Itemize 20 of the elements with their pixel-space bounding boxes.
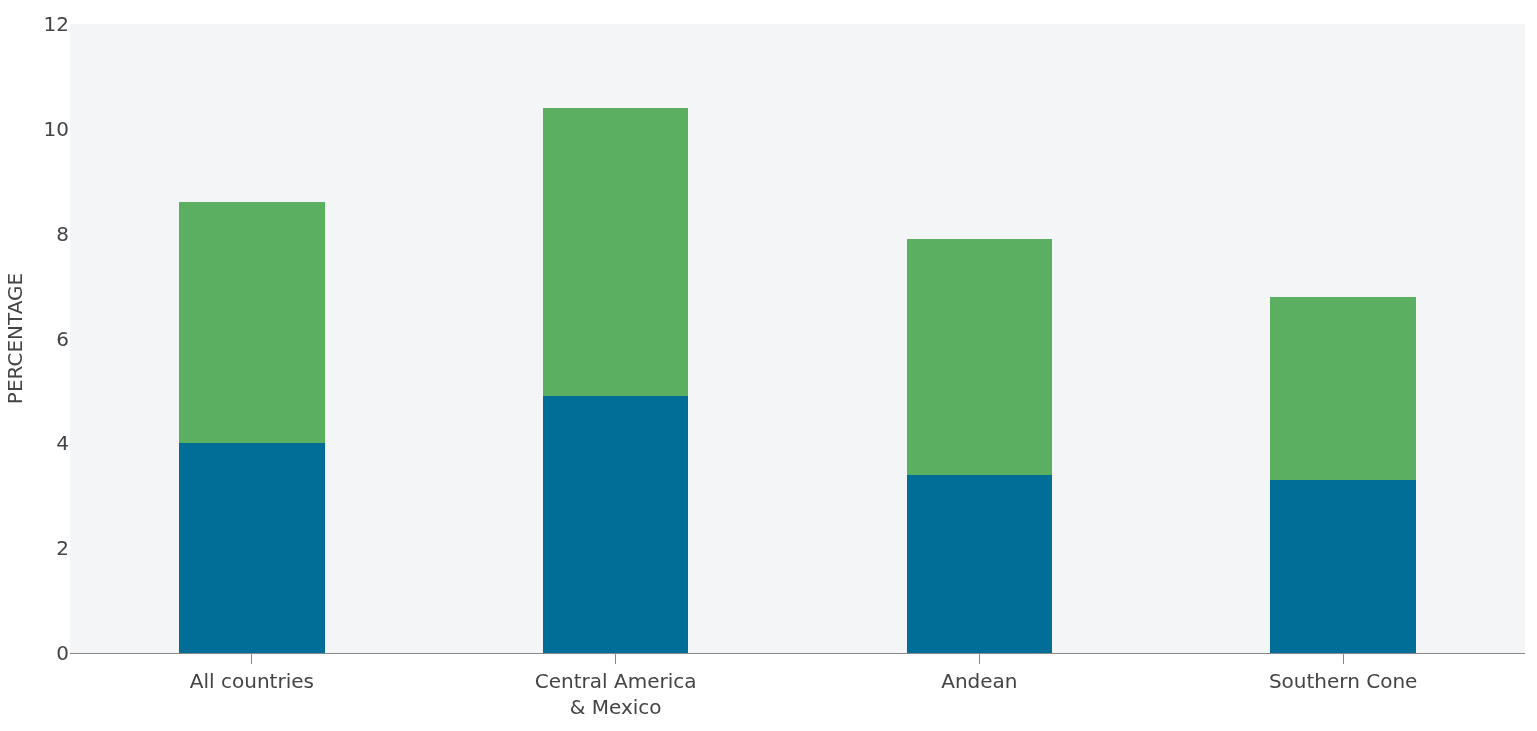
bar <box>179 202 325 444</box>
bar <box>179 443 325 653</box>
y-tick-label: 8 <box>56 221 69 246</box>
x-tick-label: Andean <box>941 669 1018 693</box>
y-tick-label: 12 <box>43 12 69 36</box>
bar <box>906 238 1053 475</box>
x-tick-label: Southern Cone <box>1268 669 1418 693</box>
y-tick-label: 6 <box>56 326 69 351</box>
x-tick-label: All countries <box>189 669 314 693</box>
x-tick-label: Central America & Mexico <box>534 669 697 719</box>
bar <box>542 107 689 397</box>
y-axis-title: PERCENTAGE <box>3 272 28 405</box>
y-tick-label: 2 <box>56 536 69 561</box>
y-tick-label: 10 <box>43 116 69 141</box>
y-tick-label: 4 <box>56 431 69 456</box>
bar <box>906 474 1053 653</box>
bar <box>1270 480 1416 653</box>
bar <box>542 396 689 653</box>
y-tick-label: 0 <box>56 641 69 665</box>
bar <box>1270 296 1416 481</box>
